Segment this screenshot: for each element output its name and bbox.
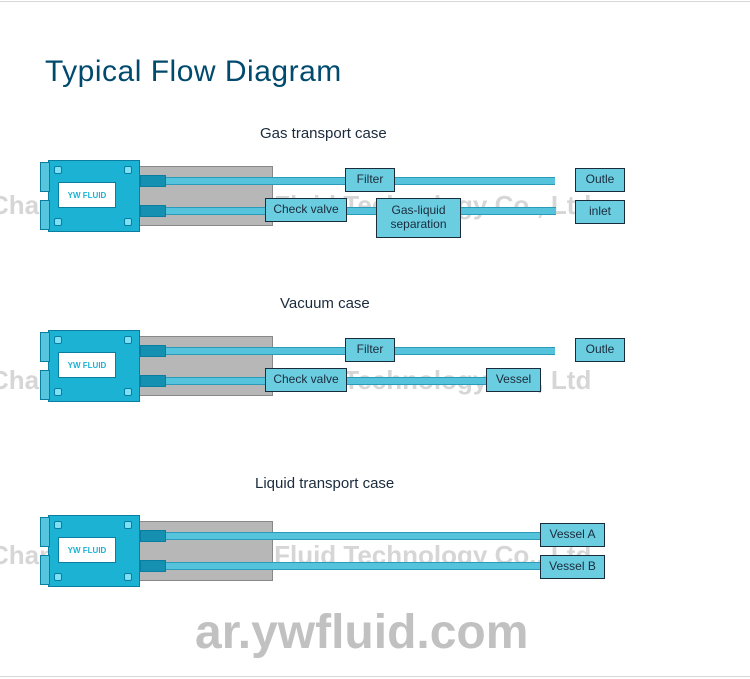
screw-icon [54,521,62,529]
screw-icon [124,218,132,226]
pump-liquid: YW FLUID [40,515,275,587]
screw-icon [54,388,62,396]
tube [395,347,555,355]
screw-icon [54,573,62,581]
pump-gas: YW FLUID [40,160,275,232]
pump-cap [40,517,50,547]
tube [166,562,541,570]
pump-cap [40,555,50,585]
fitting-icon [140,205,166,217]
fitting-icon [140,175,166,187]
fitting-icon [140,560,166,572]
pump-cap [40,162,50,192]
pump-logo: YW FLUID [58,182,116,208]
checkvalve-node: Check valve [265,198,347,222]
screw-icon [124,521,132,529]
outlet-node: Outle [575,168,625,192]
fitting-icon [140,345,166,357]
liquid-title: Liquid transport case [255,475,394,492]
screw-icon [54,166,62,174]
bottom-border [0,676,750,677]
pump-vacuum: YW FLUID [40,330,275,402]
filter-node: Filter [345,168,395,192]
gasliquid-node: Gas-liquid separation [376,198,461,238]
checkvalve-node: Check valve [265,368,347,392]
gas-case: YW FLUID Filter Outle Check valve Gas-li… [40,160,710,250]
vessel-a-node: Vessel A [540,523,605,547]
watermark-url: ar.ywfluid.com [195,605,528,660]
top-border [0,1,750,2]
vacuum-title: Vacuum case [280,295,370,312]
screw-icon [54,336,62,344]
tube [395,177,555,185]
vessel-node: Vessel [486,368,541,392]
tube [461,207,556,215]
vacuum-case: YW FLUID Filter Outle Check valve Vessel [40,330,710,420]
screw-icon [124,388,132,396]
tube [166,347,346,355]
tube [166,207,266,215]
pump-cap [40,370,50,400]
tube [347,377,487,385]
outlet-node: Outle [575,338,625,362]
tube [166,532,541,540]
pump-logo: YW FLUID [58,537,116,563]
inlet-node: inlet [575,200,625,224]
page-title: Typical Flow Diagram [45,55,342,89]
tube [166,177,346,185]
screw-icon [124,166,132,174]
fitting-icon [140,375,166,387]
liquid-case: YW FLUID Vessel A Vessel B [40,515,710,605]
screw-icon [54,218,62,226]
gas-title: Gas transport case [260,125,387,142]
pump-logo: YW FLUID [58,352,116,378]
tube [347,207,377,215]
filter-node: Filter [345,338,395,362]
screw-icon [124,336,132,344]
screw-icon [124,573,132,581]
tube [166,377,266,385]
pump-cap [40,200,50,230]
pump-cap [40,332,50,362]
fitting-icon [140,530,166,542]
vessel-b-node: Vessel B [540,555,605,579]
